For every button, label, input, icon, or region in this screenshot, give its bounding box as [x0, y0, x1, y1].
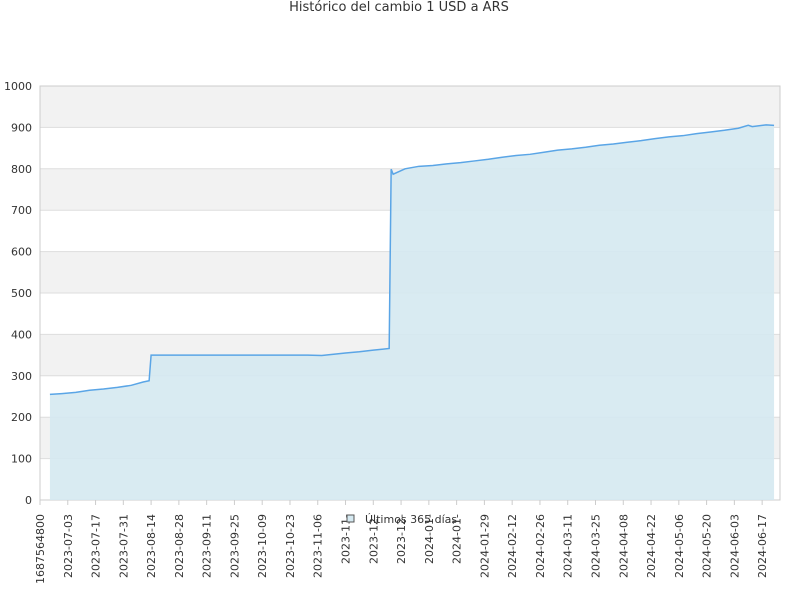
x-tick-label: 2023-12-: [395, 514, 408, 564]
x-tick-label: 2023-07-03: [62, 514, 75, 578]
x-tick-label: 2024-06-17: [756, 514, 769, 578]
x-tick-label: 1687564800: [34, 514, 47, 584]
x-tick-label: 2023-09-11: [201, 514, 214, 578]
y-tick-label: 700: [11, 204, 32, 217]
y-tick-label: 500: [11, 287, 32, 300]
x-tick-label: 2024-06-03: [728, 514, 741, 578]
x-tick-label: 2023-12-: [367, 514, 380, 564]
x-tick-label: 2024-04-08: [617, 514, 630, 578]
x-tick-label: 2024-03-11: [562, 514, 575, 578]
y-tick-label: 0: [25, 494, 32, 507]
x-tick-label: 2023-09-25: [228, 514, 241, 578]
x-tick-label: 2024-01-29: [478, 514, 491, 578]
x-tick-label: 2024-05-06: [673, 514, 686, 578]
x-tick-label: 2023-07-31: [117, 514, 130, 578]
y-tick-label: 100: [11, 453, 32, 466]
x-tick-label: 2023-08-28: [173, 514, 186, 578]
x-tick-label: 2023-10-23: [284, 514, 297, 578]
y-tick-label: 400: [11, 328, 32, 341]
y-tick-label: 900: [11, 121, 32, 134]
x-tick-label: 2024-05-20: [701, 514, 714, 578]
x-tick-label: 2024-01-: [423, 514, 436, 564]
x-tick-label: 2023-08-14: [145, 514, 158, 578]
grid-band: [40, 86, 780, 128]
x-tick-label: 2024-02-26: [534, 514, 547, 578]
x-tick-label: 2023-10-09: [256, 514, 269, 578]
legend-swatch: [346, 514, 355, 523]
y-tick-label: 600: [11, 246, 32, 259]
chart-title: Histórico del cambio 1 USD a ARS: [289, 0, 509, 15]
y-tick-label: 200: [11, 411, 32, 424]
line: [49, 124, 775, 396]
x-tick-label: 2024-01-: [451, 514, 464, 564]
x-tick-label: 2023-11-: [340, 514, 353, 564]
x-tick-label: 2023-11-06: [312, 514, 325, 578]
x-tick-label: 2023-07-17: [90, 514, 103, 578]
legend-label: Últimos 365 días: [365, 513, 457, 526]
y-tick-label: 300: [11, 370, 32, 383]
area: [49, 124, 775, 500]
y-tick-label: 1000: [4, 80, 32, 93]
x-tick-label: 2024-02-12: [506, 514, 519, 578]
x-tick-label: 2024-03-25: [589, 514, 602, 578]
x-tick-label: 2024-04-22: [645, 514, 658, 578]
y-tick-label: 800: [11, 163, 32, 176]
